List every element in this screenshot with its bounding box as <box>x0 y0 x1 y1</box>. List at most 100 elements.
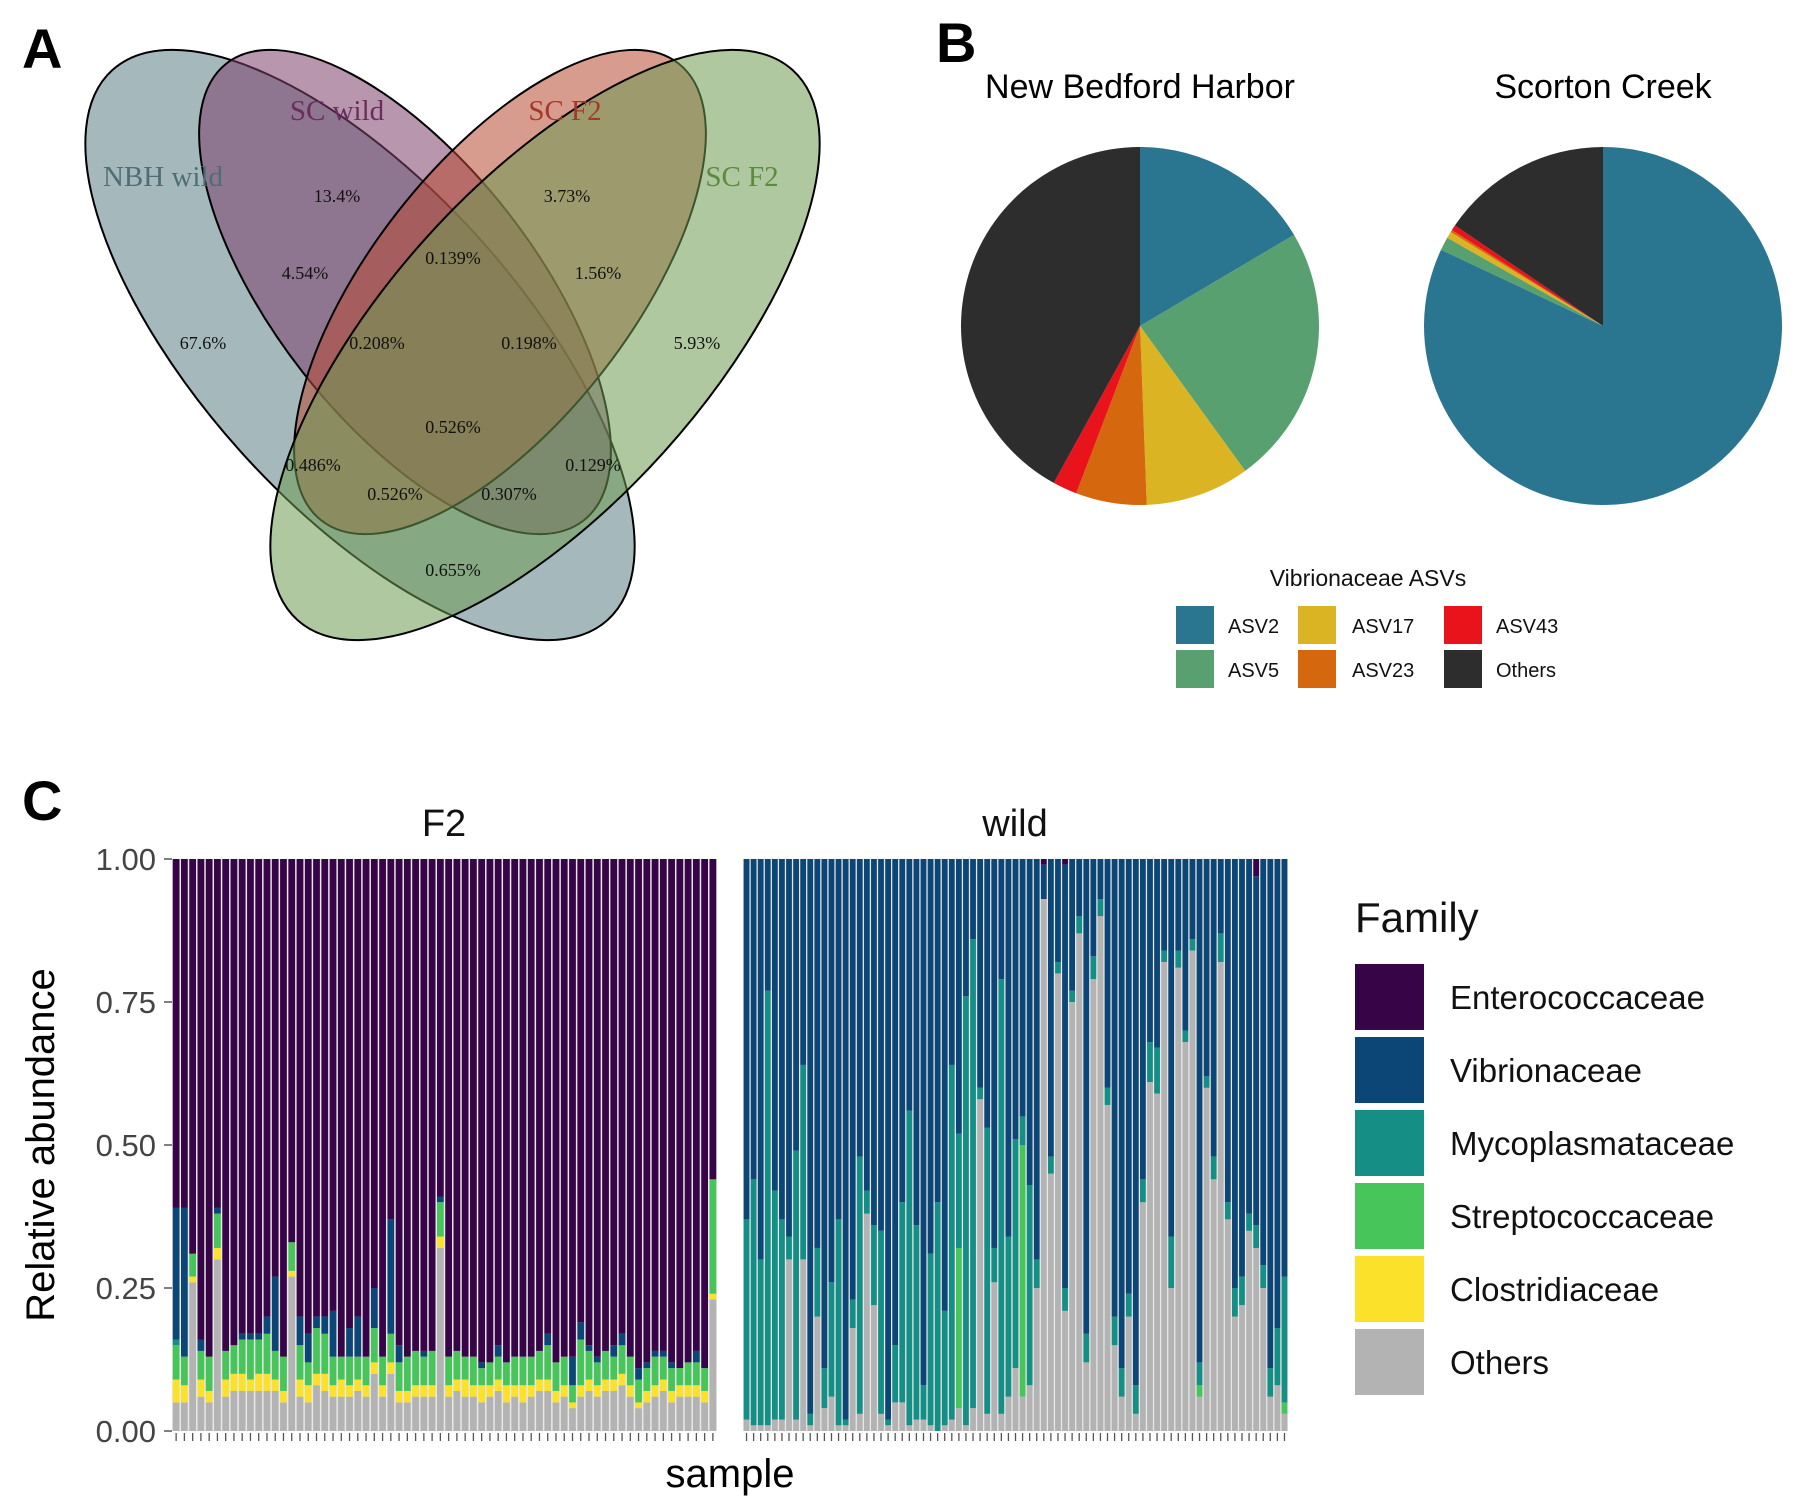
bar-segment-streptococcaceae <box>379 1356 386 1386</box>
bar-segment-vibrionaceae <box>927 859 934 1254</box>
bar-segment-others <box>346 1396 353 1431</box>
bar-segment-streptococcaceae <box>181 1356 188 1386</box>
bar-segment-enterococcaceae <box>337 859 345 1357</box>
venn-ellipse-sc-f2-b <box>269 48 821 642</box>
bar-segment-clostridiaceae <box>370 1362 378 1374</box>
bar-segment-enterococcaceae <box>197 859 205 1340</box>
bar-segment-vibrionaceae <box>941 859 948 1311</box>
bar-segment-mycoplasmataceae <box>771 1190 778 1420</box>
family-legend-title: Family <box>1355 894 1479 941</box>
bar-segment-enterococcaceae <box>346 859 353 1329</box>
bar-segment-clostridiaceae <box>569 1402 576 1409</box>
bar-segment-enterococcaceae <box>569 859 576 1357</box>
family-legend-items: Enterococcaceae Vibrionaceae Mycoplasmatac… <box>1355 964 1734 1395</box>
bar-segment-enterococcaceae <box>230 859 238 1346</box>
bar-segment-others <box>536 1390 543 1431</box>
bar-segment-vibrionaceae <box>1076 859 1083 917</box>
bar-segment-enterococcaceae <box>536 859 543 1351</box>
bar-segment-vibrionaceae <box>1175 859 1182 951</box>
bar-segment-others <box>757 1425 764 1431</box>
bar-segment-mycoplasmataceae <box>927 1253 934 1426</box>
bar-segment-clostridiaceae <box>263 1373 271 1391</box>
bar-segment-others <box>395 1402 403 1431</box>
pie-scorton-creek <box>1424 147 1782 505</box>
bar-segment-others <box>230 1390 238 1431</box>
bar-segment-vibrionaceae <box>321 1316 329 1334</box>
bar-segment-mycoplasmataceae <box>1132 1385 1139 1414</box>
bar-segment-others <box>828 1396 835 1431</box>
bar-segment-vibrionaceae <box>197 1339 205 1351</box>
bar-segment-streptococcaceae <box>395 1362 403 1391</box>
bar-segment-others <box>362 1396 370 1431</box>
bar-segment-others <box>779 1419 785 1431</box>
bar-segment-others <box>618 1385 626 1431</box>
pie-slice-asv5 <box>1441 237 1603 326</box>
bar-segment-others <box>1217 961 1224 1431</box>
bar-segment-vibrionaceae <box>692 1350 700 1363</box>
venn-region-label: 3.73% <box>544 186 591 206</box>
venn-region-label: 0.655% <box>425 560 481 580</box>
bar-segment-others <box>1260 1288 1267 1431</box>
bar-segment-others <box>692 1396 700 1431</box>
bar-segment-vibrionaceae <box>835 859 842 1220</box>
bar-segment-streptococcaceae <box>470 1356 477 1386</box>
bar-segment-others <box>403 1402 411 1431</box>
bar-segment-mycoplasmataceae <box>977 1087 984 1100</box>
bar-segment-others <box>519 1402 527 1431</box>
bar-segment-streptococcaceae <box>593 1362 601 1386</box>
bar-segment-mycoplasmataceae <box>1111 1316 1118 1346</box>
bar-segment-others <box>1274 1385 1281 1431</box>
bar-segment-clostridiaceae <box>593 1385 601 1397</box>
family-legend-label-enterococcaceae: Enterococcaceae <box>1450 979 1705 1016</box>
bar-segment-vibrionaceae <box>906 859 913 1111</box>
bar-segment-clostridiaceae <box>503 1385 510 1403</box>
family-legend-swatch-others <box>1355 1329 1424 1395</box>
family-legend-label-others: Others <box>1450 1344 1549 1381</box>
bar-segment-enterococcaceae <box>370 859 378 1288</box>
bar-segment-mycoplasmataceae <box>1232 1288 1238 1317</box>
legend-label-asv5: ASV5 <box>1228 660 1279 682</box>
bar-segment-others <box>296 1396 304 1431</box>
bar-segment-others <box>1267 1396 1274 1431</box>
bar-segment-enterococcaceae <box>544 859 552 1334</box>
bar-segment-vibrionaceae <box>1132 859 1139 1386</box>
bar-segment-vibrionaceae <box>1125 859 1132 1294</box>
bar-segment-streptococcaceae <box>659 1356 667 1380</box>
venn-region-label: 0.208% <box>349 333 405 353</box>
bar-segment-streptococcaceae <box>337 1356 345 1380</box>
pie-slice-asv17 <box>1447 231 1603 326</box>
bar-segment-vibrionaceae <box>387 1219 395 1334</box>
bar-segment-enterococcaceae <box>577 859 585 1323</box>
bar-segment-streptococcaceae <box>354 1356 362 1380</box>
bar-segment-others <box>329 1396 337 1431</box>
bar-segment-others <box>941 1425 948 1431</box>
bar-segment-vibrionaceae <box>1019 859 1026 1117</box>
pie-slice-others <box>961 147 1140 483</box>
bar-segment-others <box>494 1390 502 1431</box>
bar-segment-streptococcaceae <box>445 1356 453 1386</box>
bar-segment-streptococcaceae <box>362 1356 370 1386</box>
legend-label-asv2: ASV2 <box>1228 616 1279 638</box>
bar-segment-mycoplasmataceae <box>920 1385 927 1420</box>
bar-segment-mycoplasmataceae <box>863 1190 870 1214</box>
bar-segment-others <box>659 1390 667 1431</box>
bar-segment-enterococcaceae <box>436 859 444 1197</box>
bar-segment-others <box>1012 1368 1019 1431</box>
bar-segment-clostridiaceae <box>395 1390 403 1403</box>
bar-segment-clostridiaceae <box>461 1379 469 1397</box>
family-legend-swatch-clostridiaceae <box>1355 1256 1424 1322</box>
y-axis-title: Relative abundance <box>19 968 63 1322</box>
bar-segment-vibrionaceae <box>1217 859 1224 934</box>
bar-segment-enterococcaceae <box>668 859 675 1363</box>
bar-segment-vibrionaceae <box>296 1316 304 1346</box>
bar-segment-clostridiaceae <box>519 1385 527 1403</box>
bar-segment-enterococcaceae <box>461 859 469 1357</box>
bar-segment-others <box>238 1390 246 1431</box>
bar-segment-enterococcaceae <box>676 859 684 1369</box>
bar-segment-enterococcaceae <box>354 859 362 1317</box>
bar-segment-streptococcaceae <box>1019 1145 1026 1397</box>
bar-segment-others <box>610 1390 618 1431</box>
bar-segment-vibrionaceae <box>984 859 991 1128</box>
bar-segment-others <box>577 1396 585 1431</box>
bar-segment-clostridiaceae <box>205 1390 213 1403</box>
